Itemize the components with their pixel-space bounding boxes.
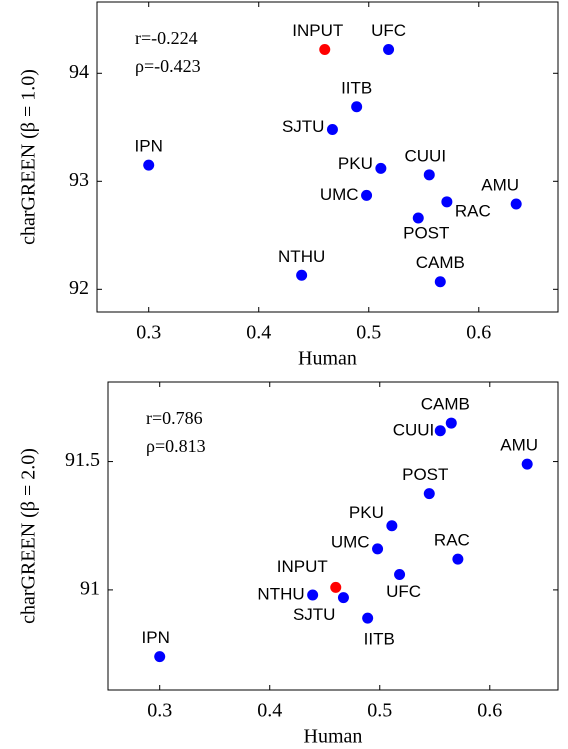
point	[434, 425, 446, 437]
point-label: AMU	[500, 436, 538, 455]
y-tick-label: 94	[69, 61, 89, 83]
point	[521, 458, 533, 470]
point-label: POST	[403, 224, 449, 243]
point	[434, 276, 446, 288]
point-label: UMC	[331, 532, 370, 551]
point-label: AMU	[481, 175, 519, 194]
point	[412, 212, 424, 224]
point	[394, 569, 406, 580]
point	[423, 169, 435, 181]
point	[386, 520, 398, 532]
x-tick-label: 0.3	[136, 322, 161, 344]
point	[330, 581, 342, 593]
point-label: CUUI	[393, 420, 435, 439]
y-tick-label: 92	[69, 277, 89, 299]
point-label: UFC	[386, 582, 421, 601]
y-axis-label: charGREEN (β = 1.0)	[18, 69, 40, 245]
plot-frame	[107, 381, 559, 691]
point-label: CAMB	[416, 253, 465, 272]
point	[510, 198, 522, 210]
plot-frame	[96, 1, 559, 313]
point-label: RAC	[434, 531, 470, 550]
point	[362, 612, 374, 624]
point-label: INPUT	[277, 557, 328, 576]
point	[375, 162, 387, 174]
annotation: r=-0.224	[135, 28, 198, 48]
point-label: RAC	[455, 201, 491, 220]
x-tick-label: 0.6	[466, 322, 491, 344]
point	[326, 123, 338, 135]
point	[296, 269, 308, 281]
point	[452, 553, 464, 565]
point-label: CUUI	[404, 146, 446, 165]
x-axis-label: Human	[298, 348, 357, 370]
annotation: ρ=-0.423	[135, 56, 201, 76]
x-tick-label: 0.4	[246, 322, 271, 344]
y-tick-label: 93	[69, 169, 89, 191]
x-tick-label: 0.5	[356, 322, 381, 344]
point-label: PKU	[338, 154, 373, 173]
point-label: CAMB	[421, 395, 470, 414]
point-label: NTHU	[278, 247, 325, 266]
x-tick-label: 0.6	[477, 700, 502, 722]
annotation: r=0.786	[146, 408, 203, 428]
point	[361, 189, 373, 201]
x-tick-label: 0.5	[367, 700, 392, 722]
point-label: POST	[402, 465, 448, 484]
point	[154, 651, 166, 663]
point-label: IITB	[364, 630, 395, 649]
point	[445, 417, 457, 429]
point-label: IPN	[135, 137, 163, 156]
point-label: SJTU	[293, 605, 336, 624]
point-label: UMC	[320, 185, 359, 204]
point-label: NTHU	[257, 585, 304, 604]
point-label: INPUT	[292, 21, 343, 40]
point	[307, 589, 319, 601]
point-label: PKU	[349, 503, 384, 522]
point-label: IITB	[341, 78, 372, 97]
y-tick-label: 91.5	[65, 449, 100, 471]
x-tick-label: 0.3	[147, 700, 172, 722]
annotation: ρ=0.813	[146, 436, 206, 456]
point	[351, 101, 363, 113]
x-axis-label: Human	[304, 726, 363, 748]
point	[423, 488, 435, 500]
point-label: IPN	[142, 628, 170, 647]
point	[319, 44, 331, 56]
y-axis-label: charGREEN (β = 2.0)	[18, 448, 40, 624]
point	[337, 592, 349, 604]
point-label: UFC	[371, 21, 406, 40]
x-tick-label: 0.4	[257, 700, 282, 722]
y-tick-label: 91	[80, 577, 100, 599]
point-label: SJTU	[282, 117, 325, 136]
point	[441, 196, 453, 208]
point	[143, 159, 155, 171]
point	[372, 543, 384, 555]
point	[383, 44, 395, 56]
